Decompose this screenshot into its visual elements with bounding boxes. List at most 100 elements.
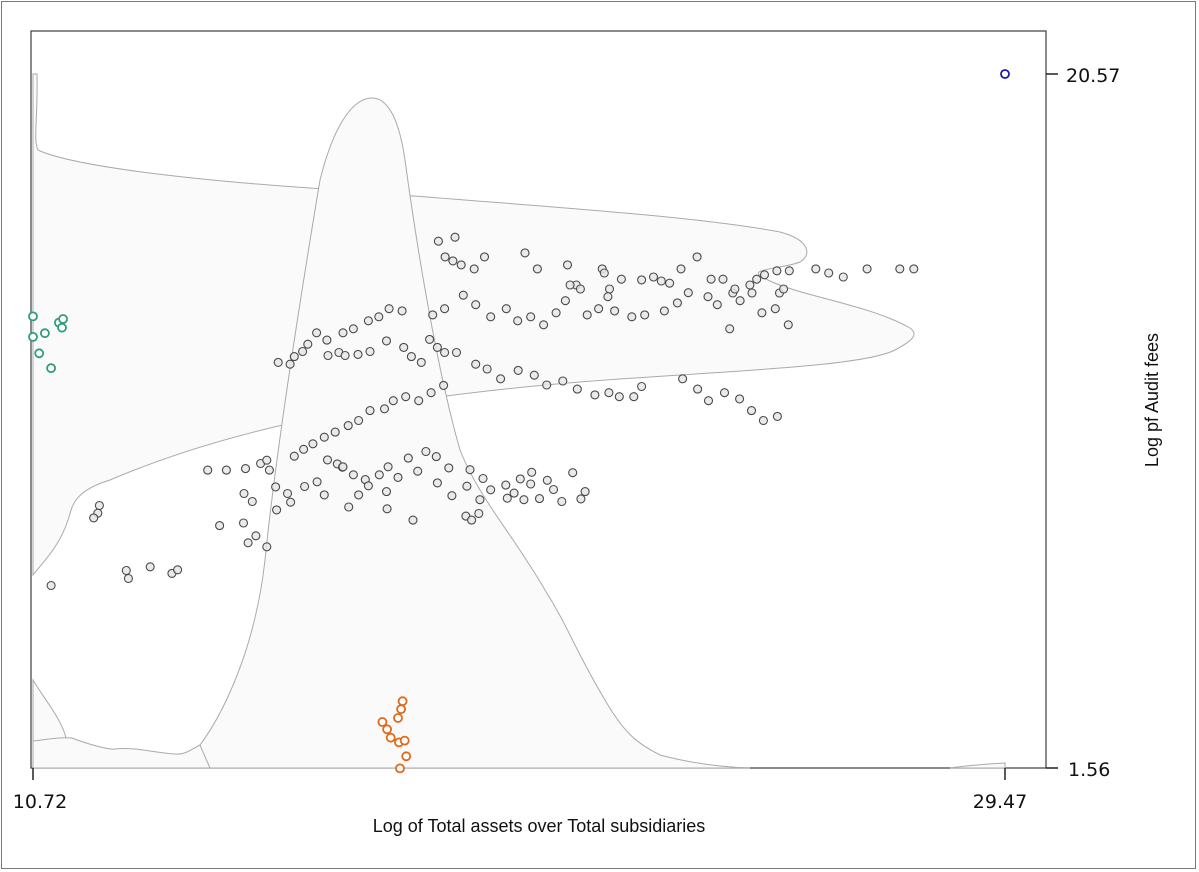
y-tick-label-min: 1.56 bbox=[1068, 759, 1110, 781]
data-point bbox=[590, 390, 600, 400]
data-point bbox=[363, 316, 373, 326]
series-left-axis bbox=[28, 311, 68, 374]
series-top-right bbox=[1000, 69, 1010, 79]
data-point bbox=[458, 290, 468, 300]
data-point bbox=[465, 465, 475, 475]
data-point bbox=[273, 357, 283, 367]
data-point bbox=[637, 381, 647, 392]
data-point bbox=[312, 328, 322, 338]
data-point bbox=[542, 380, 552, 390]
data-point bbox=[747, 288, 757, 298]
data-point bbox=[282, 488, 293, 499]
data-point bbox=[264, 465, 274, 475]
data-point bbox=[381, 487, 392, 497]
data-point bbox=[486, 485, 496, 495]
data-point bbox=[513, 365, 523, 375]
data-point bbox=[783, 320, 793, 330]
data-point bbox=[719, 388, 730, 398]
data-point bbox=[474, 508, 484, 519]
data-point bbox=[432, 342, 442, 352]
data-point bbox=[469, 264, 479, 274]
data-point bbox=[203, 465, 213, 475]
data-point bbox=[247, 496, 257, 507]
data-point bbox=[46, 580, 56, 591]
data-point bbox=[496, 374, 506, 384]
data-point bbox=[692, 252, 702, 262]
data-point bbox=[251, 531, 261, 541]
data-point bbox=[745, 280, 755, 290]
data-point bbox=[121, 565, 131, 576]
data-point bbox=[319, 490, 329, 500]
data-point bbox=[34, 348, 45, 359]
data-point bbox=[238, 518, 249, 528]
data-point bbox=[456, 260, 466, 270]
data-point bbox=[388, 396, 398, 406]
data-point bbox=[145, 562, 155, 572]
data-point bbox=[576, 494, 586, 504]
data-point bbox=[338, 462, 348, 472]
data-point bbox=[532, 264, 542, 274]
data-point bbox=[640, 310, 650, 320]
data-point bbox=[382, 724, 393, 735]
data-point bbox=[862, 264, 872, 274]
x-axis-title: Log of Total assets over Total subsidiar… bbox=[373, 816, 706, 836]
data-point bbox=[428, 310, 438, 320]
data-point bbox=[173, 565, 183, 575]
data-point bbox=[447, 491, 457, 501]
data-point bbox=[501, 480, 511, 490]
data-point bbox=[706, 274, 716, 284]
data-point bbox=[824, 268, 834, 278]
y-axis-title: Log pf Audit fees bbox=[1142, 333, 1162, 467]
data-point bbox=[243, 538, 253, 548]
data-point bbox=[262, 455, 272, 465]
data-point bbox=[603, 292, 613, 302]
data-point bbox=[323, 350, 333, 361]
data-point bbox=[614, 392, 624, 402]
data-point bbox=[377, 717, 388, 727]
data-point bbox=[526, 479, 536, 489]
series-bottom bbox=[377, 696, 412, 774]
data-point bbox=[478, 473, 488, 484]
data-point bbox=[365, 346, 375, 357]
data-point bbox=[712, 300, 722, 310]
data-point bbox=[759, 270, 770, 280]
data-point bbox=[582, 310, 592, 320]
data-point bbox=[838, 272, 848, 282]
data-point bbox=[693, 384, 703, 394]
data-point bbox=[240, 464, 251, 474]
series-main bbox=[46, 232, 919, 591]
data-point bbox=[123, 573, 133, 584]
data-point bbox=[770, 304, 780, 314]
data-point bbox=[432, 478, 442, 488]
data-point bbox=[440, 304, 450, 314]
data-point bbox=[406, 352, 416, 362]
data-point bbox=[338, 328, 348, 338]
data-point bbox=[354, 415, 364, 426]
data-point bbox=[475, 495, 485, 505]
data-point bbox=[399, 342, 409, 352]
data-point bbox=[558, 376, 568, 386]
data-point bbox=[451, 347, 462, 358]
data-point bbox=[340, 350, 350, 361]
data-point bbox=[262, 542, 272, 552]
data-point bbox=[568, 468, 578, 478]
data-point bbox=[308, 439, 318, 449]
data-point bbox=[330, 427, 340, 437]
data-point bbox=[772, 411, 782, 421]
data-point bbox=[515, 474, 525, 484]
data-point bbox=[718, 274, 728, 284]
data-point bbox=[1000, 69, 1010, 79]
data-point bbox=[272, 505, 282, 515]
data-point bbox=[215, 521, 225, 531]
data-point bbox=[348, 324, 358, 334]
data-point bbox=[580, 487, 590, 497]
data-point bbox=[703, 292, 713, 302]
data-point bbox=[312, 477, 322, 487]
data-point bbox=[89, 513, 99, 523]
data-point bbox=[397, 306, 407, 316]
data-point bbox=[542, 475, 552, 485]
data-point bbox=[509, 488, 519, 498]
data-point bbox=[393, 713, 403, 723]
data-point bbox=[425, 334, 435, 344]
